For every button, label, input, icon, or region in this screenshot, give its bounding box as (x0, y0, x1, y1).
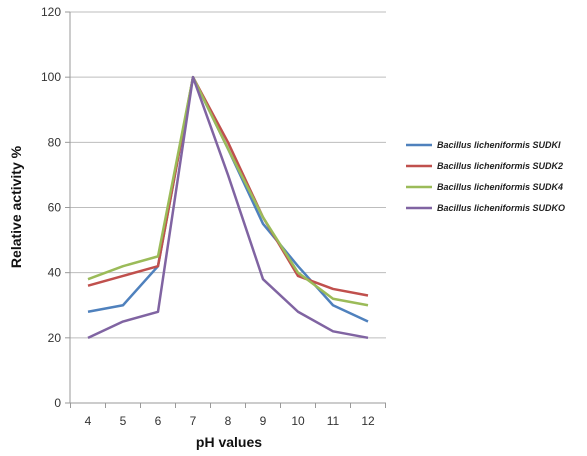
series-line-4 (87, 75, 369, 340)
y-tick-label: 20 (48, 331, 62, 345)
series-line-2 (87, 75, 369, 297)
x-tick-label: 9 (260, 414, 267, 428)
legend-label: Bacillus licheniformis SUDK2 (437, 161, 563, 171)
x-tick-label: 11 (327, 414, 340, 428)
y-axis-title: Relative activity % (8, 145, 24, 268)
y-tick-labels: 0 20 40 60 80 100 120 (41, 5, 61, 410)
y-tick-label: 100 (41, 70, 61, 84)
series-line-1 (87, 75, 369, 323)
gridlines (65, 11, 386, 408)
x-tick-label: 4 (85, 414, 92, 428)
series-line-3 (87, 75, 369, 307)
series-lines (87, 75, 369, 340)
y-tick-label: 60 (48, 201, 62, 215)
legend-label: Bacillus licheniformis SUDKI (437, 140, 561, 150)
y-tick-label: 120 (41, 5, 61, 19)
y-tick-label: 0 (54, 396, 61, 410)
x-tick-label: 12 (361, 414, 375, 428)
x-tick-label: 7 (190, 414, 197, 428)
x-tick-label: 10 (291, 414, 305, 428)
y-tick-label: 40 (48, 266, 62, 280)
x-tick-labels: 4 5 6 7 8 9 10 11 12 (85, 414, 375, 428)
x-tick-label: 6 (155, 414, 162, 428)
x-tick-label: 8 (225, 414, 232, 428)
x-axis-title: pH values (196, 434, 262, 450)
y-tick-label: 80 (48, 135, 62, 149)
legend-label: Bacillus licheniformis SUDK4 (437, 182, 563, 192)
x-tick-label: 5 (120, 414, 127, 428)
legend: Bacillus licheniformis SUDKI Bacillus lic… (406, 140, 565, 213)
legend-label: Bacillus licheniformis SUDKO (437, 203, 565, 213)
